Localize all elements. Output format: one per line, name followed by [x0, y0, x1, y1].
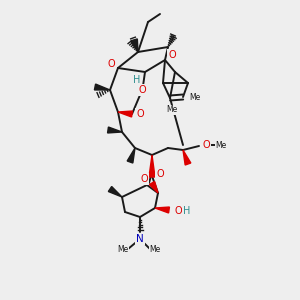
- Polygon shape: [127, 148, 135, 163]
- Polygon shape: [131, 39, 138, 52]
- Text: O: O: [168, 50, 176, 60]
- Text: O: O: [156, 169, 164, 179]
- Polygon shape: [155, 207, 169, 213]
- Polygon shape: [183, 150, 191, 165]
- Text: O: O: [107, 59, 115, 69]
- Text: Me: Me: [215, 140, 226, 149]
- Text: Me: Me: [149, 245, 161, 254]
- Polygon shape: [149, 182, 158, 193]
- Text: H: H: [183, 206, 191, 216]
- Text: H: H: [133, 75, 141, 85]
- Text: O: O: [136, 109, 144, 119]
- Text: O: O: [138, 85, 146, 95]
- Polygon shape: [118, 111, 132, 117]
- Text: Me: Me: [167, 106, 178, 115]
- Text: N: N: [136, 234, 144, 244]
- Text: O: O: [202, 140, 210, 150]
- Polygon shape: [149, 155, 155, 177]
- Polygon shape: [108, 127, 122, 133]
- Polygon shape: [108, 187, 122, 197]
- Text: Me: Me: [117, 245, 129, 254]
- Polygon shape: [94, 84, 110, 90]
- Text: Me: Me: [189, 92, 201, 101]
- Text: O: O: [174, 206, 182, 216]
- Text: O: O: [140, 174, 148, 184]
